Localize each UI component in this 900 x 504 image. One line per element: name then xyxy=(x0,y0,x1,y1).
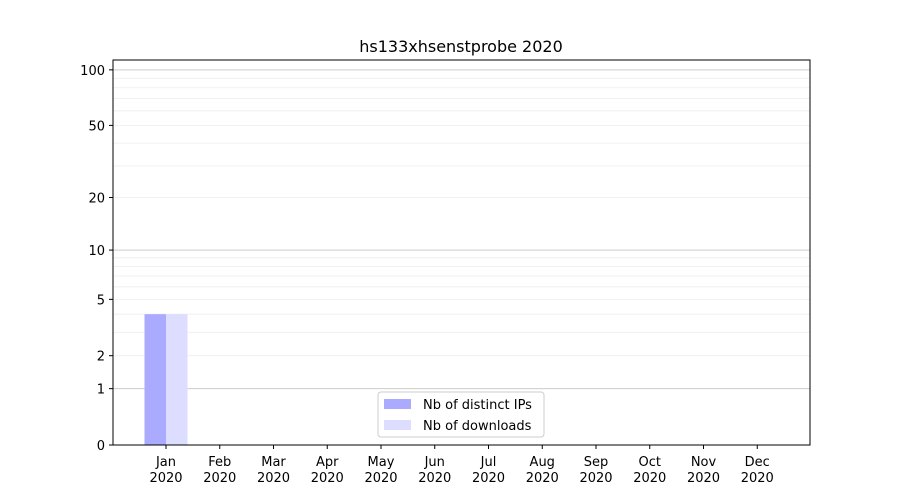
x-tick-label: May 2020 xyxy=(364,455,397,486)
x-tick-label: Oct 2020 xyxy=(633,455,666,486)
x-tick-label: Jun 2020 xyxy=(418,455,451,486)
x-tick-label: Jul 2020 xyxy=(472,455,505,486)
y-tick-label: 0 xyxy=(97,439,105,454)
legend-label-downloads: Nb of downloads xyxy=(423,419,532,434)
y-tick-label: 50 xyxy=(88,119,105,134)
y-tick-label: 2 xyxy=(97,350,105,365)
legend: Nb of distinct IPs Nb of downloads xyxy=(377,391,545,438)
x-tick-label: Dec 2020 xyxy=(741,455,774,486)
plot-frame xyxy=(112,59,811,446)
legend-label-ips: Nb of distinct IPs xyxy=(423,398,532,413)
y-tick-label: 1 xyxy=(97,383,105,398)
x-tick-label: Aug 2020 xyxy=(526,455,559,486)
legend-swatch-ips xyxy=(384,399,411,409)
x-tick-label: Nov 2020 xyxy=(687,455,720,486)
y-tick-label: 5 xyxy=(97,293,105,308)
bar-downloads xyxy=(166,314,188,445)
x-tick-label: Mar 2020 xyxy=(257,455,290,486)
y-tick-label: 10 xyxy=(88,244,105,259)
x-tick-label: Feb 2020 xyxy=(203,455,236,486)
legend-swatch-downloads xyxy=(384,420,411,430)
x-tick-label: Apr 2020 xyxy=(311,455,344,486)
y-tick-label: 100 xyxy=(80,64,105,79)
chart-title: hs133xhsenstprobe 2020 xyxy=(359,37,563,56)
x-tick-label: Jan 2020 xyxy=(149,455,182,486)
bar-distinct-ips xyxy=(144,314,166,445)
y-tick-label: 20 xyxy=(88,192,105,207)
x-tick-label: Sep 2020 xyxy=(579,455,612,486)
